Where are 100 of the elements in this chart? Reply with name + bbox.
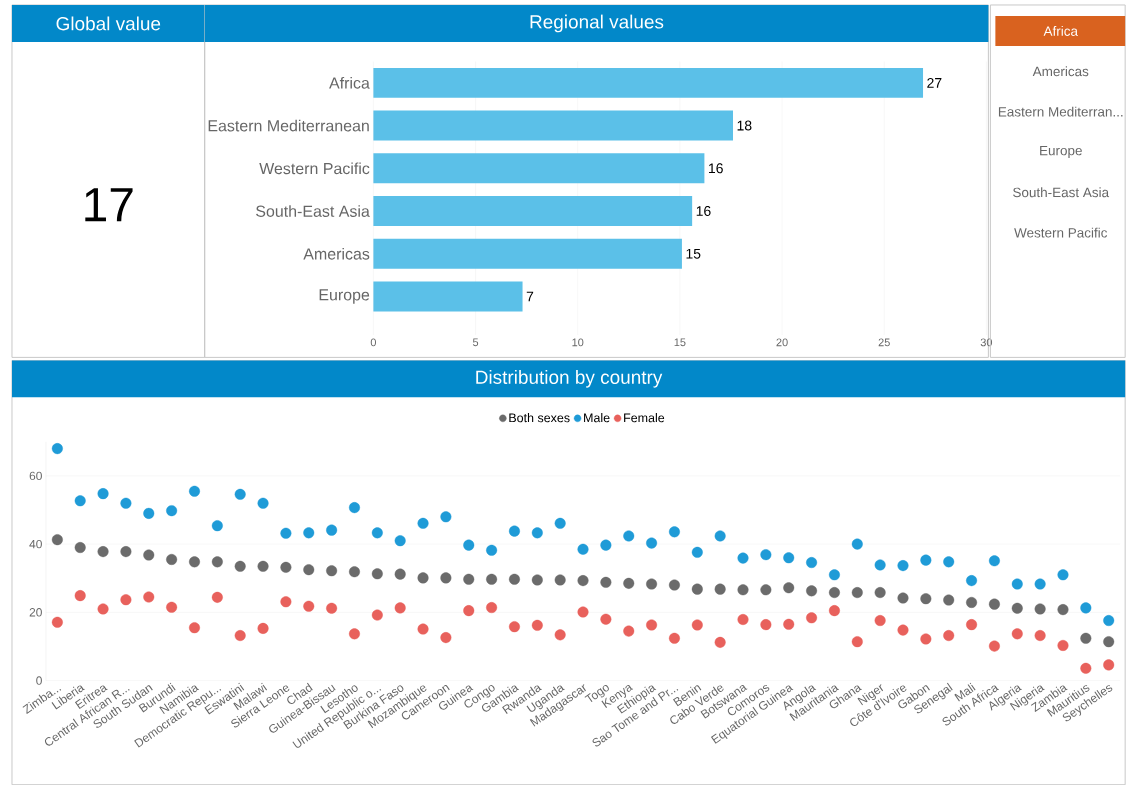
text: Africa	[1043, 25, 1078, 36]
point	[737, 552, 749, 564]
point	[508, 573, 520, 585]
legend-label: Female	[624, 412, 665, 423]
y-tick-label: Africa	[329, 76, 370, 89]
point	[257, 622, 269, 634]
point	[874, 586, 886, 598]
point	[1080, 632, 1092, 644]
x-tick-label: 10	[572, 338, 584, 347]
data-label: 18	[737, 120, 752, 131]
point	[1103, 614, 1115, 626]
point	[737, 613, 749, 625]
point	[806, 556, 818, 568]
x-tick-label: 5	[472, 338, 479, 347]
point	[303, 527, 315, 539]
point	[417, 623, 429, 635]
point	[394, 602, 406, 614]
point	[874, 559, 886, 571]
point	[257, 560, 269, 572]
text: Eastern Mediterran...	[998, 106, 1123, 117]
point	[714, 530, 726, 542]
point	[1011, 628, 1023, 640]
x-tick-label: 30	[980, 338, 993, 347]
point	[943, 629, 955, 641]
point	[440, 511, 452, 523]
point	[554, 517, 566, 529]
point	[783, 552, 795, 564]
legend-label: Both sexes	[509, 412, 570, 423]
point	[1034, 629, 1046, 641]
point	[188, 622, 200, 634]
point	[440, 572, 452, 584]
bar	[373, 67, 924, 98]
point	[440, 632, 452, 643]
point	[737, 584, 749, 596]
point	[120, 594, 132, 606]
point	[691, 546, 703, 558]
point	[920, 554, 932, 566]
point	[600, 613, 612, 625]
data-label: 16	[709, 163, 723, 174]
point	[1034, 578, 1046, 590]
chart-title: Distribution by country	[476, 369, 663, 388]
point	[783, 582, 795, 594]
data-label: 7	[526, 291, 534, 302]
point	[714, 583, 726, 595]
point	[486, 601, 498, 613]
point	[668, 526, 680, 538]
point	[691, 583, 703, 595]
point	[326, 565, 338, 577]
point	[1080, 602, 1092, 614]
point	[577, 575, 589, 587]
point	[920, 633, 932, 645]
point	[828, 569, 840, 581]
point	[280, 561, 292, 573]
point	[554, 574, 566, 586]
point	[1057, 639, 1069, 651]
point	[806, 585, 818, 597]
text: Americas	[1032, 66, 1089, 77]
point	[1011, 602, 1023, 614]
point	[234, 560, 246, 572]
point	[348, 566, 360, 578]
point	[988, 598, 1000, 610]
point	[1034, 603, 1046, 615]
point	[828, 586, 840, 598]
point	[691, 619, 703, 631]
x-tick-label: 25	[878, 338, 890, 347]
y-tick-label: Western Pacific	[259, 162, 370, 175]
point	[966, 619, 978, 631]
point	[143, 591, 155, 603]
point	[211, 520, 223, 532]
x-tick-label: 15	[674, 338, 686, 347]
point	[120, 497, 132, 509]
point	[943, 556, 955, 568]
point	[417, 572, 429, 584]
point	[600, 576, 612, 588]
point	[51, 443, 63, 454]
point	[1103, 659, 1115, 671]
bar	[373, 153, 705, 184]
y-tick-label: 40	[29, 539, 42, 549]
point	[577, 543, 589, 555]
point	[966, 596, 978, 608]
point	[417, 517, 429, 529]
x-tick-label: 0	[370, 338, 376, 347]
point	[1103, 636, 1115, 648]
text: 17	[85, 188, 133, 222]
point	[623, 625, 635, 637]
point	[783, 618, 795, 630]
point	[188, 485, 200, 497]
point	[97, 546, 109, 558]
bar	[373, 110, 734, 141]
point	[348, 628, 360, 640]
y-tick-label: 0	[36, 676, 42, 685]
text: South-East Asia	[1013, 187, 1110, 198]
point	[897, 624, 909, 636]
point	[463, 539, 475, 551]
point	[211, 556, 223, 568]
point	[646, 537, 658, 549]
point	[211, 591, 223, 603]
point	[280, 596, 292, 608]
y-tick-label: Europe	[319, 289, 370, 304]
point	[828, 605, 840, 617]
